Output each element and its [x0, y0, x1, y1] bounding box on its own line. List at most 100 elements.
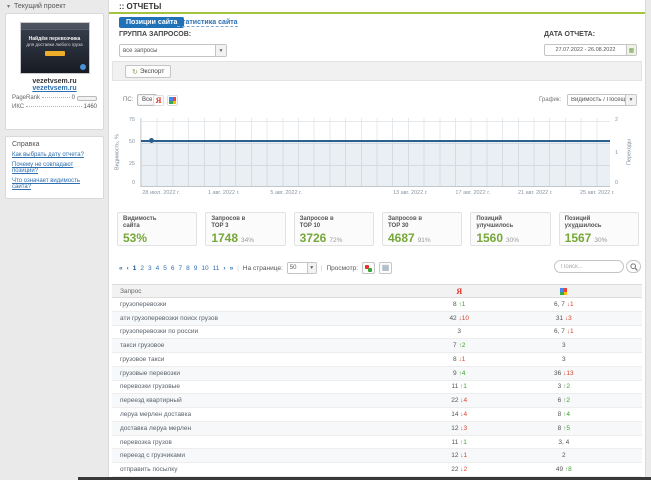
help-link[interactable]: Как выбрать дату отчета?	[12, 152, 84, 158]
collapse-icon: ▾	[7, 4, 11, 10]
pager-page-button[interactable]: 11	[212, 264, 220, 272]
site-thumbnail[interactable]: Найдём перевозчика для доставки любого г…	[19, 22, 90, 74]
x-axis-label: 17 авг. 2022 г.	[455, 190, 491, 196]
pager-page-button[interactable]: 10	[201, 264, 209, 272]
table-header: Запрос Я	[112, 284, 642, 298]
y-axis-tick: 25	[128, 161, 135, 167]
engines-icon	[364, 264, 372, 272]
position-value: 2	[561, 452, 566, 460]
view-engines-button[interactable]	[361, 262, 375, 274]
pager-last-button[interactable]: »	[229, 264, 234, 272]
position-value: 7	[453, 342, 457, 350]
google-position-cell: 3, 4	[512, 439, 617, 446]
position-change: 1	[463, 383, 467, 391]
report-date-value: 27.07.2022 - 26.08.2022	[555, 47, 616, 53]
query-column-header[interactable]: Запрос	[120, 287, 142, 295]
pager-page-button[interactable]: 9	[193, 264, 198, 272]
card-value: 1567	[564, 231, 592, 245]
position-change: 1	[569, 328, 574, 336]
graph-type-select[interactable]: Видимость / Посещаемость ▼	[567, 94, 637, 106]
y-axis-tick: 2	[615, 117, 619, 123]
view-grid-button[interactable]: ▦	[378, 262, 392, 274]
tab-site-statistics[interactable]: Статистика сайта	[177, 19, 238, 27]
google-icon[interactable]	[167, 95, 178, 106]
query-group-select[interactable]: все запросы ▼	[119, 44, 227, 57]
position-change: 8	[568, 466, 572, 474]
calendar-icon[interactable]: ▦	[626, 45, 636, 55]
report-date-label: ДАТА ОТЧЕТА:	[544, 31, 596, 38]
y-axis-tick: 0	[131, 180, 135, 186]
search-input[interactable]	[554, 260, 624, 273]
google-position-cell: 6, 7 ↓1	[512, 301, 617, 308]
pager-page-button[interactable]: 3	[148, 264, 152, 272]
position-change: 1	[569, 300, 574, 308]
pager-next-button[interactable]: ›	[223, 264, 226, 272]
card-label-line2: ухудшилось	[564, 223, 602, 229]
x-axis-label: 13 авг. 2022 г.	[392, 190, 428, 196]
report-date-input[interactable]: 27.07.2022 - 26.08.2022 ▦	[544, 44, 637, 56]
table-row: переезд с грузчиками 12 ↓1 2	[112, 449, 642, 464]
gridline	[141, 121, 610, 122]
positions-table: Запрос Я грузоперевозки 8 ↑1 6, 7 ↓1 ати гр…	[112, 284, 642, 477]
arrow-down-icon: ↓	[460, 452, 464, 460]
card-label-line2: улучшилось	[476, 223, 514, 229]
table-search	[554, 260, 641, 273]
pager-prev-button[interactable]: ‹	[126, 264, 129, 272]
query-group-value: все запросы	[123, 47, 158, 54]
graph-type-value: Видимость / Посещаемость	[571, 97, 625, 103]
help-link[interactable]: Почему не совпадают позиции?	[12, 162, 74, 174]
pager-page-button[interactable]: 4	[155, 264, 160, 272]
yandex-position-cell: 3	[407, 328, 512, 335]
card-percent: 30%	[506, 237, 520, 244]
yandex-position-cell: 8 ↑1	[407, 301, 512, 308]
card-value: 3726	[299, 231, 327, 245]
view-label: Просмотр:	[326, 264, 358, 272]
summary-card: Позиций улучшилось 1560 30%	[470, 212, 551, 246]
export-button[interactable]: ↻ Экспорт	[125, 65, 172, 78]
pagerank-value: 0	[71, 95, 75, 101]
dotted-leader	[42, 96, 70, 98]
google-column-header[interactable]	[512, 287, 617, 296]
per-page-select[interactable]: 50 ▼	[286, 262, 317, 274]
card-label-line1: Запросов в	[299, 216, 334, 222]
pager-page-button[interactable]: 8	[186, 264, 190, 272]
position-value: 8	[453, 300, 457, 308]
yandex-position-cell: 11 ↑1	[407, 383, 512, 390]
yandex-icon[interactable]: Я	[153, 95, 164, 106]
pager-page-button[interactable]: 5	[163, 264, 167, 272]
project-domain-link[interactable]: vezetvsem.ru	[32, 85, 77, 92]
pager-page-button[interactable]: 6	[170, 264, 175, 272]
card-percent: 34%	[241, 237, 255, 244]
card-label-line1: Запросов в	[387, 216, 423, 222]
per-page-label: На странице:	[242, 264, 283, 272]
arrow-up-icon: ↑	[458, 300, 462, 308]
export-button-label: Экспорт	[139, 68, 165, 75]
help-link[interactable]: Что означает видимость сайта?	[12, 178, 80, 190]
position-value: 11	[451, 383, 459, 391]
position-change: 4	[463, 411, 468, 418]
arrow-up-icon: ↑	[563, 411, 567, 418]
tab-site-positions[interactable]: Позиции сайта	[119, 17, 185, 28]
card-percent: 72%	[329, 237, 343, 244]
google-logo-shape	[169, 97, 176, 104]
table-row: отправить посылку 22 ↓2 49 ↑8	[112, 463, 642, 477]
position-change: 1	[461, 355, 466, 363]
google-position-cell: 3 ↑2	[512, 383, 617, 390]
position-change: 1	[463, 438, 467, 446]
yandex-position-cell: 12 ↓1	[407, 452, 512, 459]
position-value: 49	[555, 466, 564, 474]
data-point-marker[interactable]	[149, 138, 154, 143]
pager-first-button[interactable]: «	[119, 264, 123, 272]
pager-page-button[interactable]: 7	[178, 264, 183, 272]
yandex-position-cell: 9 ↑4	[407, 370, 512, 377]
pager-page-current[interactable]: 1	[132, 264, 137, 272]
position-change: 10	[461, 314, 469, 322]
pager-page-button[interactable]: 2	[140, 264, 145, 272]
chevron-down-icon: ▼	[215, 45, 226, 56]
summary-card: Видимость сайта 53%	[117, 212, 198, 246]
x-axis-labels: 28 июл. 2022 г. 1 авг. 2022 г. 5 авг. 2022…	[140, 190, 614, 198]
search-button[interactable]	[626, 260, 641, 273]
project-panel-header[interactable]: ▾ Текущий проект	[7, 3, 66, 10]
yandex-column-header[interactable]: Я	[407, 287, 512, 296]
